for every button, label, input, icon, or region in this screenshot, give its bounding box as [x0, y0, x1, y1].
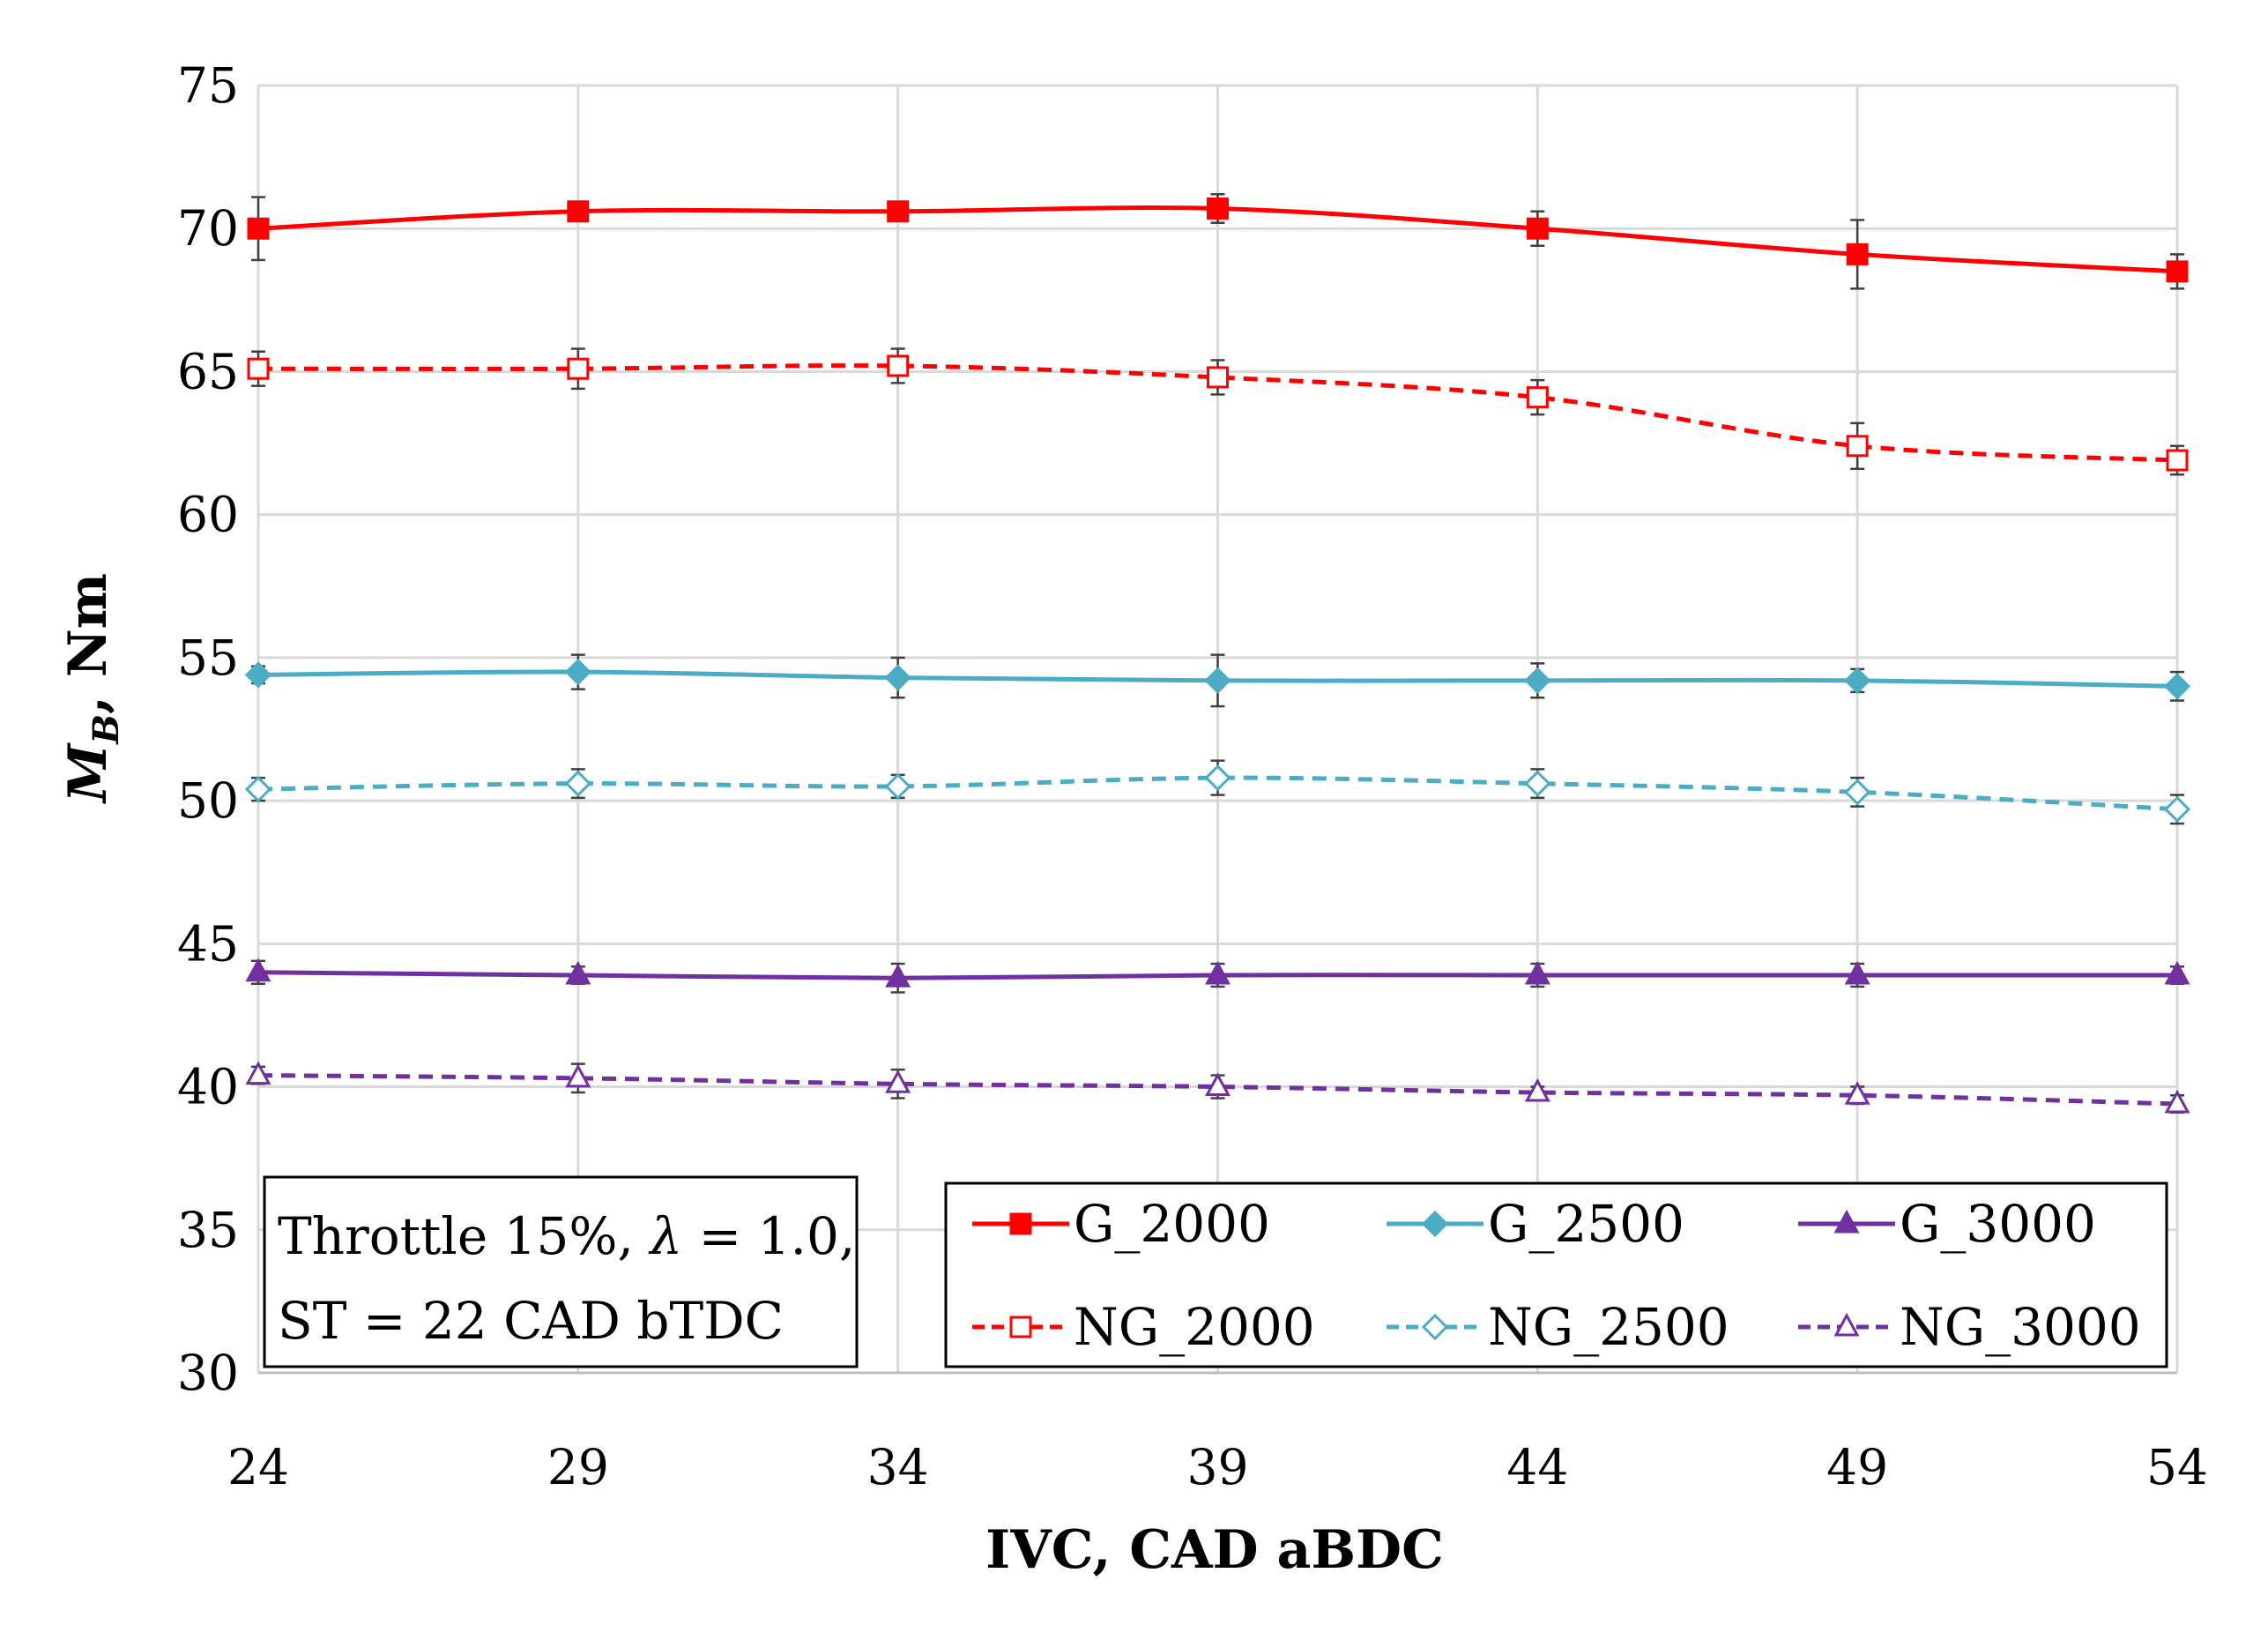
data-point-ng-2500 [564, 770, 591, 797]
x-tick-label: 44 [1506, 1439, 1568, 1495]
x-tick-label: 39 [1187, 1439, 1249, 1495]
y-axis-title-subscript: B [86, 714, 127, 745]
legend-label: G_2500 [1488, 1194, 1684, 1254]
legend-swatch-marker [1009, 1316, 1032, 1338]
legend-item-g-2500: G_2500 [1387, 1194, 1684, 1254]
y-tick-label: 40 [177, 1059, 239, 1115]
y-tick-label: 50 [177, 772, 239, 829]
legend-item-ng-2500: NG_2500 [1387, 1297, 1729, 1357]
data-point-ng-2500 [884, 772, 911, 801]
data-point-ng-2000 [2166, 449, 2189, 472]
data-point-ng-3000 [1204, 1072, 1231, 1097]
data-point-ng-3000 [2164, 1089, 2190, 1114]
data-point-ng-3000 [885, 1070, 911, 1093]
y-tick-label: 75 [177, 57, 239, 114]
x-tick-label: 29 [547, 1439, 609, 1495]
x-tick-label: 34 [867, 1439, 929, 1495]
x-axis-title: IVC, CAD aBDC [985, 1519, 1444, 1581]
data-point-g-2000 [1846, 242, 1869, 265]
data-point-ng-2000 [887, 354, 910, 377]
y-tick-label: 35 [177, 1202, 239, 1258]
y-tick-label: 65 [177, 343, 239, 399]
data-point-g-3000 [565, 960, 591, 985]
legend-label: NG_3000 [1900, 1297, 2141, 1357]
data-point-g-2000 [2166, 260, 2189, 283]
data-point-ng-3000 [1524, 1077, 1550, 1102]
data-point-g-3000 [2164, 960, 2190, 985]
series-ng-3000 [245, 1061, 2190, 1114]
data-point-ng-2000 [1846, 435, 1869, 458]
data-point-g-3000 [245, 958, 271, 982]
legend-item-ng-3000: NG_3000 [1798, 1297, 2141, 1357]
data-point-ng-2500 [2163, 795, 2191, 823]
series-g-2000 [247, 193, 2189, 290]
series-g-3000 [245, 958, 2190, 994]
data-point-ng-3000 [1844, 1081, 1870, 1105]
series-g-2500 [244, 653, 2191, 708]
legend: G_2000 G_2500 G_3000 NG_2000 NG_2500 NG_3000 [944, 1181, 2168, 1368]
legend-label: NG_2500 [1488, 1297, 1729, 1357]
annotation-line-2: ST = 22 CAD bTDC [278, 1291, 784, 1351]
legend-swatch-marker [1421, 1313, 1449, 1341]
data-point-g-2500 [2163, 673, 2191, 700]
y-tick-label: 70 [177, 200, 239, 257]
annotation-line-1: Throttle 15%, λ = 1.0, [278, 1206, 855, 1266]
y-axis-title: MB, Nm [57, 573, 127, 804]
data-point-g-2500 [1204, 667, 1231, 694]
data-point-ng-2000 [1207, 366, 1229, 389]
data-point-ng-2500 [244, 776, 272, 803]
data-point-g-3000 [1844, 960, 1870, 985]
svg-text:MB, Nm: MB, Nm [57, 573, 127, 804]
data-point-g-2500 [884, 664, 911, 691]
y-tick-label: 55 [177, 630, 239, 686]
series-layer [244, 193, 2191, 1114]
legend-label: G_2000 [1074, 1194, 1270, 1254]
data-point-g-2000 [1207, 198, 1229, 220]
data-point-g-3000 [1524, 960, 1550, 985]
legend-swatch-marker [1833, 1312, 1860, 1337]
legend-label: G_3000 [1900, 1194, 2096, 1254]
y-axis-title-unit: , Nm [57, 573, 119, 714]
data-point-g-2000 [567, 200, 590, 223]
y-tick-label: 45 [177, 915, 239, 972]
y-tick-label: 60 [177, 487, 239, 543]
data-point-ng-2000 [1526, 386, 1549, 409]
data-point-g-2500 [564, 658, 591, 686]
data-point-g-3000 [1204, 960, 1231, 985]
data-point-ng-2500 [1844, 779, 1871, 806]
legend-item-g-2000: G_2000 [972, 1194, 1270, 1254]
y-axis-title-symbol: M [57, 742, 119, 804]
legend-item-g-3000: G_3000 [1798, 1194, 2096, 1254]
data-point-ng-2500 [1524, 770, 1551, 797]
data-point-g-2000 [1526, 217, 1549, 240]
x-tick-label: 24 [227, 1439, 289, 1495]
y-axis-ticks: 30 35 40 45 50 55 60 65 70 75 [177, 57, 239, 1401]
data-point-g-2500 [1844, 667, 1871, 694]
legend-item-ng-2000: NG_2000 [972, 1297, 1315, 1357]
series-ng-2000 [247, 347, 2189, 476]
y-tick-label: 30 [177, 1345, 239, 1401]
data-point-ng-3000 [565, 1063, 591, 1088]
data-point-g-2500 [1524, 667, 1551, 694]
data-point-g-2500 [244, 661, 272, 689]
data-point-g-2000 [247, 217, 270, 240]
legend-swatch-marker [1421, 1210, 1449, 1238]
legend-swatch-marker [1833, 1209, 1860, 1234]
x-axis-ticks: 24 29 34 39 44 49 54 [227, 1439, 2208, 1495]
data-point-ng-3000 [245, 1061, 271, 1085]
data-point-g-2000 [887, 200, 910, 223]
data-point-ng-2000 [567, 357, 590, 380]
x-tick-label: 49 [1826, 1439, 1888, 1495]
data-point-ng-2000 [247, 357, 270, 380]
data-point-ng-2500 [1204, 764, 1231, 792]
legend-swatch-marker [1009, 1212, 1032, 1235]
annotation-box: Throttle 15%, λ = 1.0, ST = 22 CAD bTDC [263, 1175, 859, 1368]
data-point-g-3000 [885, 964, 911, 988]
x-tick-label: 54 [2146, 1439, 2208, 1495]
legend-label: NG_2000 [1074, 1297, 1315, 1357]
series-ng-2500 [244, 759, 2191, 825]
